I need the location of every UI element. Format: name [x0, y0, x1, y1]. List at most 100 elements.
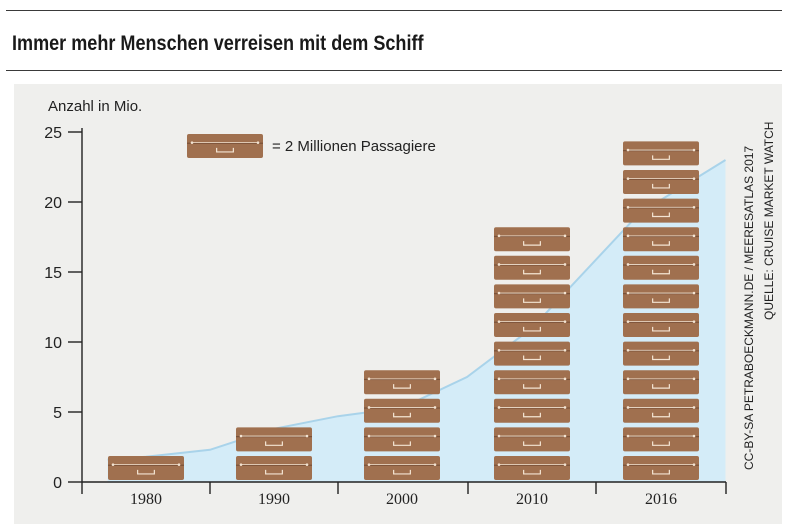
suitcase-body — [494, 255, 570, 280]
suitcase-clasp-left — [626, 291, 630, 295]
suitcase-clasp-left — [497, 291, 501, 295]
suitcase-body — [623, 198, 699, 223]
suitcase-body — [494, 313, 570, 337]
suitcase-handle — [137, 469, 155, 475]
suitcase-2016-3 — [623, 398, 699, 423]
suitcase-clasp-left — [497, 234, 501, 238]
suitcase-handle — [652, 269, 670, 275]
suitcase-clasp-left — [626, 205, 630, 209]
area-fill — [107, 160, 726, 482]
suitcase-clasp-left — [367, 377, 371, 381]
suitcase-seam — [494, 378, 570, 381]
suitcase-body — [494, 341, 570, 366]
suitcase-seam — [623, 235, 699, 238]
suitcase-body — [623, 456, 699, 480]
suitcase-clasp-right — [692, 148, 696, 152]
y-tick-label-20: 20 — [44, 195, 62, 212]
suitcase-seam — [494, 321, 570, 323]
suitcase-handle — [216, 147, 234, 153]
suitcase-clasp-right — [563, 406, 567, 409]
x-tick-label-1980: 1980 — [130, 491, 162, 508]
suitcase-seam — [494, 350, 570, 352]
suitcase-clasp-left — [367, 463, 371, 466]
suitcase-clasp-right — [256, 141, 260, 144]
suitcase-seam — [364, 464, 440, 466]
suitcase-handle — [652, 155, 670, 160]
suitcase-body — [364, 398, 440, 423]
suitcase-seam — [623, 293, 699, 295]
suitcase-handle — [523, 441, 541, 446]
suitcase-body — [623, 255, 699, 280]
suitcase-clasp-right — [692, 463, 696, 466]
suitcase-seam — [494, 293, 570, 295]
suitcase-clasp-right — [692, 406, 696, 409]
suitcase-clasp-left — [497, 434, 501, 438]
legend-suitcase — [187, 134, 263, 158]
suitcase-handle — [652, 212, 670, 218]
suitcase-clasp-left — [497, 348, 501, 352]
suitcase-2016-7 — [623, 284, 699, 309]
suitcase-2000-4 — [364, 370, 440, 395]
suitcase-seam — [623, 178, 699, 180]
suitcase-2010-7 — [494, 284, 570, 309]
suitcase-2016-8 — [623, 255, 699, 280]
suitcase-clasp-right — [692, 263, 696, 266]
suitcase-handle — [652, 298, 670, 303]
suitcase-2010-8 — [494, 255, 570, 280]
suitcase-seam — [108, 464, 184, 466]
suitcase-clasp-left — [626, 377, 630, 381]
y-tick-label-15: 15 — [44, 265, 62, 282]
suitcase-clasp-right — [692, 377, 696, 381]
suitcase-body — [623, 427, 699, 452]
suitcase-clasp-left — [626, 177, 630, 180]
suitcase-handle — [523, 355, 541, 361]
chart-title: Immer mehr Menschen verreisen mit dem Sc… — [12, 32, 424, 55]
title-rule — [6, 70, 782, 71]
suitcase-2016-1 — [623, 456, 699, 480]
suitcase-seam — [623, 350, 699, 352]
credit-source: CC-BY-SA PETRABOECKMANN.DE / MEERESATLAS… — [742, 145, 756, 470]
suitcase-2000-3 — [364, 398, 440, 423]
suitcase-2010-1 — [494, 456, 570, 480]
suitcase-body — [623, 227, 699, 252]
suitcase-2010-5 — [494, 341, 570, 366]
suitcase-clasp-right — [433, 377, 437, 381]
suitcase-body — [236, 456, 312, 480]
suitcase-clasp-left — [497, 320, 501, 323]
suitcase-clasp-left — [190, 141, 194, 144]
suitcase-seam — [187, 142, 263, 144]
suitcase-body — [364, 427, 440, 452]
credit-quelle: QUELLE: CRUISE MARKET WATCH — [762, 121, 776, 320]
suitcase-clasp-right — [692, 348, 696, 352]
suitcase-seam — [623, 321, 699, 323]
suitcase-clasp-right — [563, 263, 567, 266]
suitcase-body — [623, 370, 699, 395]
suitcase-1990-1 — [236, 456, 312, 480]
suitcase-clasp-right — [692, 205, 696, 209]
suitcase-2016-2 — [623, 427, 699, 452]
suitcase-clasp-right — [433, 463, 437, 466]
suitcase-body — [494, 456, 570, 480]
suitcase-handle — [265, 441, 283, 446]
suitcase-body — [494, 427, 570, 452]
suitcase-handle — [652, 183, 670, 189]
suitcase-2010-3 — [494, 398, 570, 423]
suitcase-clasp-right — [563, 434, 567, 438]
suitcase-clasp-left — [626, 463, 630, 466]
suitcase-1980-1 — [108, 456, 184, 480]
suitcase-body — [623, 341, 699, 366]
suitcase-body — [623, 141, 699, 166]
suitcase-handle — [393, 441, 411, 446]
suitcase-seam — [364, 378, 440, 381]
x-tick-label-2000: 2000 — [386, 491, 418, 508]
suitcase-2016-9 — [623, 227, 699, 252]
suitcase-body — [494, 227, 570, 252]
suitcase-clasp-right — [692, 320, 696, 323]
suitcase-seam — [494, 264, 570, 266]
suitcase-body — [623, 398, 699, 423]
suitcase-clasp-left — [239, 463, 243, 466]
suitcase-body — [623, 284, 699, 309]
suitcase-seam — [494, 407, 570, 409]
suitcase-2016-6 — [623, 313, 699, 337]
suitcase-handle — [523, 269, 541, 275]
